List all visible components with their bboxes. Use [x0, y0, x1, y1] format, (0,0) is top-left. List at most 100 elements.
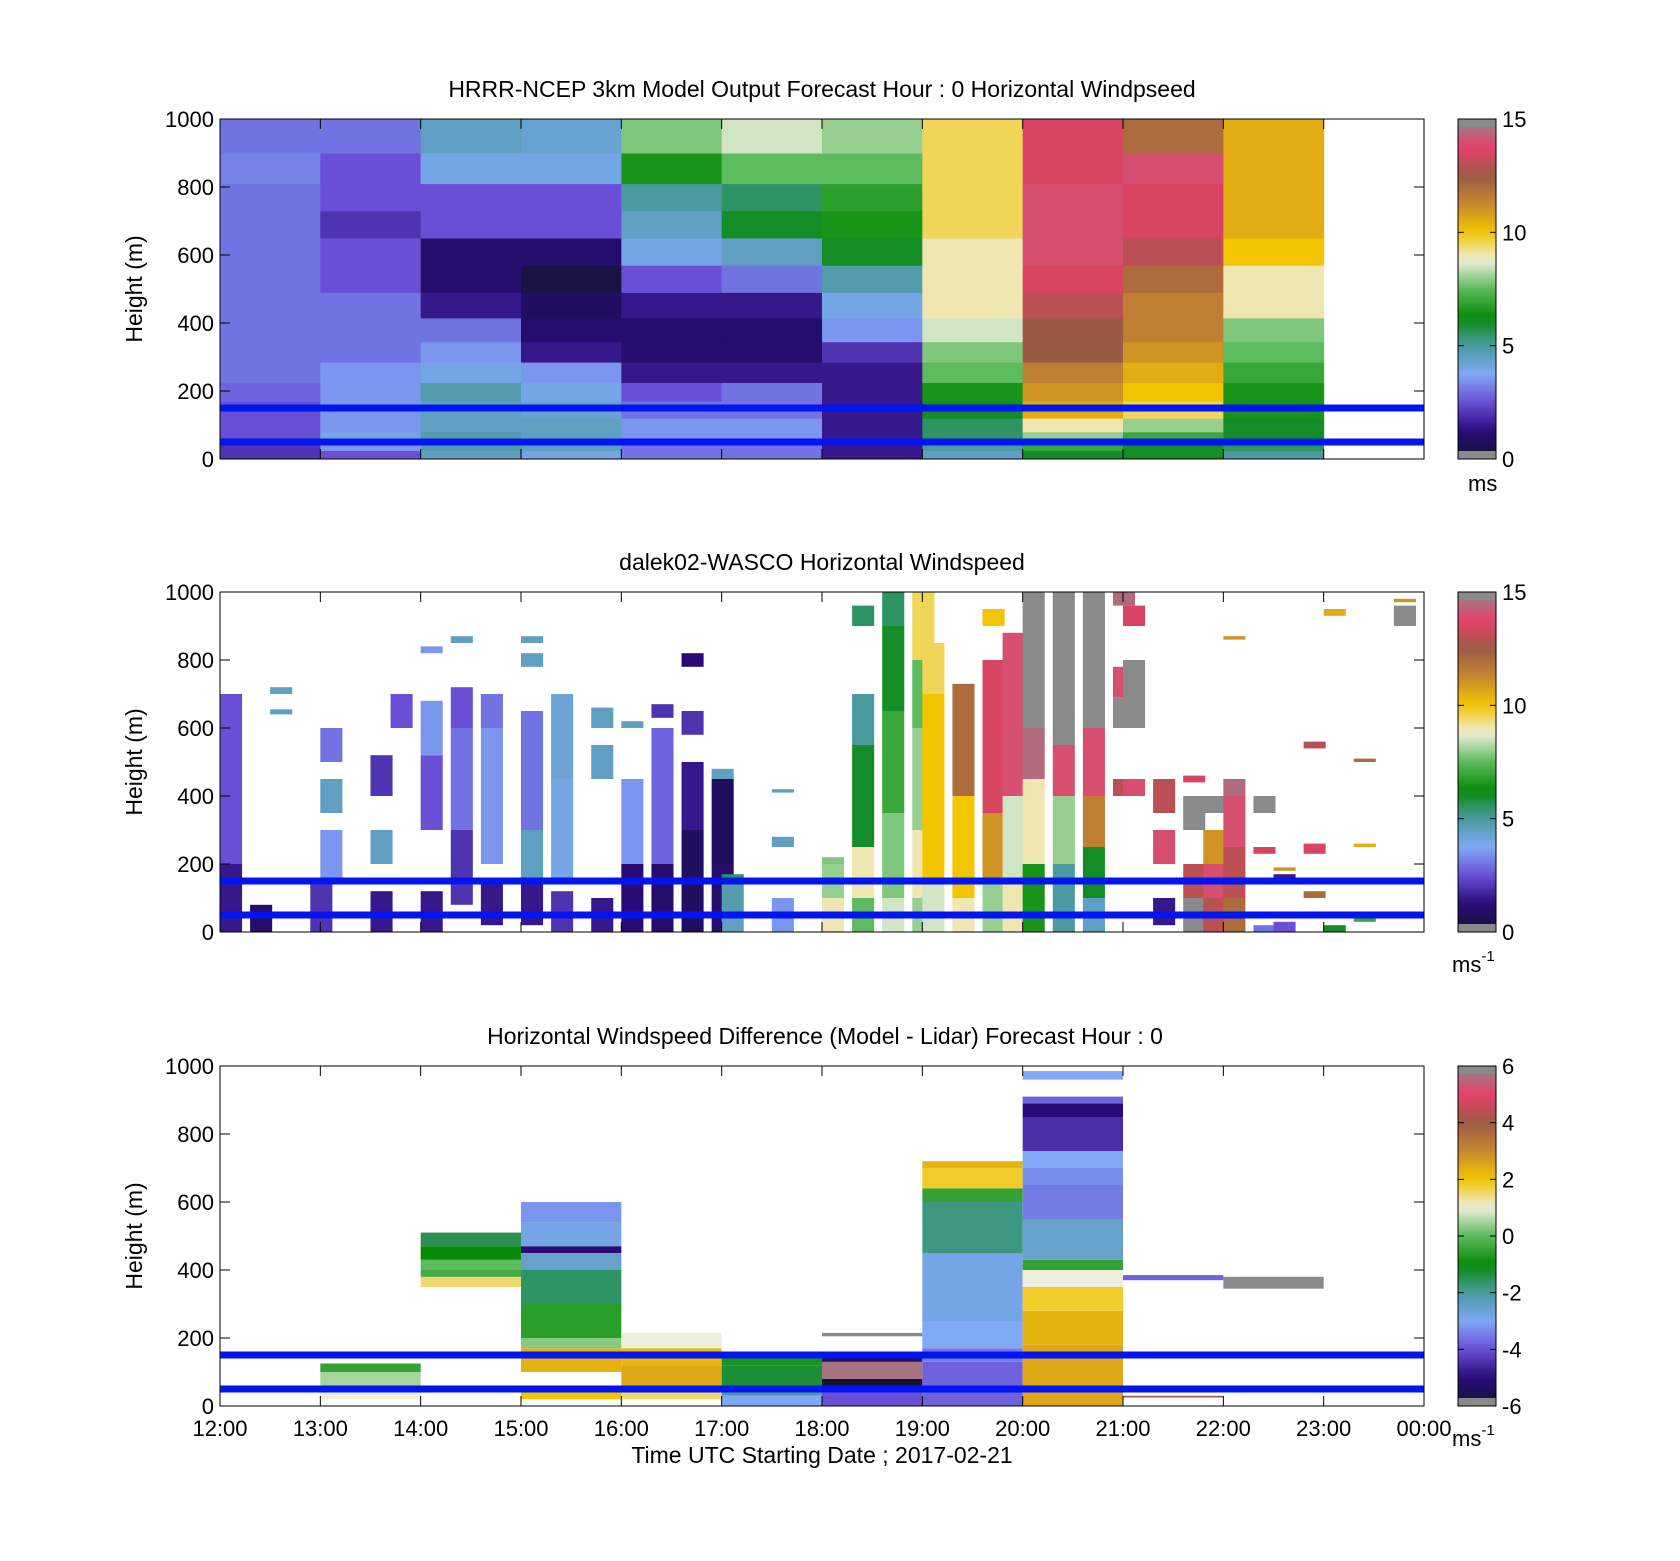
- heatmap-cell: [1123, 362, 1224, 383]
- heatmap-cell: [822, 210, 923, 239]
- heatmap-cell: [521, 119, 622, 154]
- difference-segment: [521, 1304, 622, 1338]
- heatmap-cell: [1123, 265, 1224, 293]
- heatmap-cell: [621, 450, 723, 459]
- lidar-cell: [982, 813, 1005, 881]
- lidar-cell: [1022, 728, 1045, 779]
- lidar-cell: [621, 864, 644, 932]
- difference-segment: [822, 1378, 923, 1389]
- lidar-cell: [952, 683, 975, 796]
- difference-segment: [922, 1253, 1023, 1321]
- panel-model-colorbar: 0 5 10 15: [1457, 107, 1526, 472]
- heatmap-cell: [220, 210, 321, 239]
- lidar-cell: [1203, 830, 1226, 864]
- heatmap-cell: [822, 341, 923, 363]
- y-tick-label: 800: [177, 175, 214, 200]
- colorbar-tick-label: -6: [1502, 1394, 1522, 1419]
- difference-segment: [1223, 1276, 1324, 1289]
- lidar-cell: [882, 592, 905, 626]
- heatmap-cell: [521, 292, 622, 319]
- y-tick-label: 0: [202, 447, 214, 472]
- lidar-cell: [1153, 779, 1176, 813]
- heatmap-cell: [521, 362, 622, 383]
- heatmap-cell: [721, 418, 823, 433]
- difference-segment: [1022, 1103, 1123, 1117]
- difference-segment: [721, 1365, 822, 1386]
- heatmap-cell: [1123, 210, 1224, 239]
- panel-model-title: HRRR-NCEP 3km Model Output Forecast Hour…: [448, 76, 1195, 102]
- lidar-cell: [1082, 728, 1105, 796]
- x-tick-label: 00:00: [1396, 1416, 1451, 1441]
- lidar-cell: [1303, 741, 1326, 749]
- heatmap-cell: [1223, 362, 1325, 383]
- lidar-cell: [681, 653, 704, 667]
- panel-lidar-colorbar-unit: ms-1: [1452, 948, 1495, 977]
- lidar-cell: [1303, 891, 1326, 898]
- lidar-cell: [420, 755, 443, 830]
- lidar-cell: [320, 779, 343, 813]
- difference-segment: [320, 1363, 421, 1372]
- heatmap-cell: [220, 317, 321, 343]
- heatmap-cell: [320, 382, 422, 402]
- heatmap-cell: [1223, 210, 1325, 239]
- lidar-cell: [711, 779, 734, 864]
- heatmap-cell: [220, 341, 321, 363]
- difference-segment: [1022, 1270, 1123, 1287]
- heatmap-cell: [721, 119, 823, 154]
- lidar-cell: [882, 711, 905, 813]
- heatmap-cell: [922, 292, 1024, 319]
- x-tick-label: 23:00: [1296, 1416, 1351, 1441]
- heatmap-cell: [721, 153, 823, 185]
- difference-segment: [1022, 1185, 1123, 1219]
- x-tick-label: 14:00: [393, 1416, 448, 1441]
- lidar-cell: [450, 728, 473, 830]
- colorbar-tick-label: 10: [1502, 693, 1526, 718]
- panel-difference-plot: [220, 1071, 1424, 1406]
- heatmap-cell: [922, 450, 1024, 459]
- heatmap-cell: [822, 153, 923, 185]
- heatmap-cell: [1022, 442, 1124, 451]
- panel-difference-ticks: 0 200 400 600 800 1000: [165, 1054, 1425, 1419]
- colorbar-tick-label: 15: [1502, 107, 1526, 132]
- heatmap-cell: [1022, 431, 1124, 443]
- heatmap-cell: [1123, 317, 1224, 343]
- difference-segment: [1022, 1287, 1123, 1311]
- heatmap-cell: [1223, 418, 1325, 433]
- heatmap-cell: [721, 382, 823, 402]
- heatmap-cell: [822, 442, 923, 451]
- lidar-cell: [220, 694, 243, 864]
- difference-segment: [721, 1358, 822, 1366]
- lidar-cell: [370, 830, 393, 864]
- heatmap-cell: [521, 450, 622, 459]
- heatmap-cell: [621, 431, 723, 443]
- lidar-cell: [711, 768, 734, 779]
- heatmap-cell: [320, 450, 422, 459]
- heatmap-cell: [1022, 183, 1124, 212]
- lidar-cell: [1082, 847, 1105, 898]
- heatmap-cell: [721, 362, 823, 383]
- lidar-cell: [1253, 925, 1276, 932]
- colorbar-tick-label: 4: [1502, 1111, 1514, 1136]
- heatmap-cell: [220, 292, 321, 319]
- difference-segment: [922, 1168, 1023, 1189]
- heatmap-cell: [1022, 418, 1124, 433]
- lidar-cell: [551, 694, 574, 779]
- lidar-cell: [1353, 758, 1376, 762]
- colorbar-tick-label: 5: [1502, 807, 1514, 832]
- y-tick-label: 800: [177, 648, 214, 673]
- lidar-cell: [480, 728, 503, 864]
- difference-segment: [1022, 1219, 1123, 1260]
- heatmap-cell: [1123, 382, 1224, 402]
- lidar-cell: [771, 836, 794, 847]
- heatmap-cell: [420, 450, 522, 459]
- panel-lidar: dalek02-WASCO Horizontal Windspeed Heigh…: [121, 549, 1526, 977]
- x-tick-label: 17:00: [694, 1416, 749, 1441]
- lidar-cell: [852, 745, 875, 847]
- lidar-cell: [1123, 660, 1146, 728]
- colorbar-over: [1458, 1066, 1496, 1074]
- heatmap-cell: [721, 238, 823, 266]
- lidar-cell: [721, 881, 744, 915]
- heatmap-cell: [220, 119, 321, 154]
- lidar-cell: [1323, 609, 1346, 616]
